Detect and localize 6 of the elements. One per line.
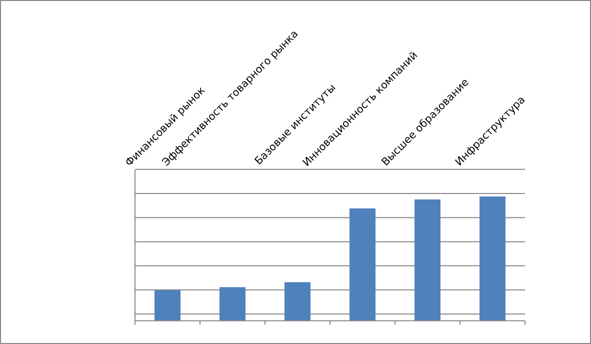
bar bbox=[480, 196, 506, 321]
bar bbox=[220, 287, 246, 321]
bar bbox=[154, 290, 180, 321]
bar bbox=[414, 199, 440, 321]
bar bbox=[284, 282, 310, 321]
bar bbox=[350, 208, 376, 321]
